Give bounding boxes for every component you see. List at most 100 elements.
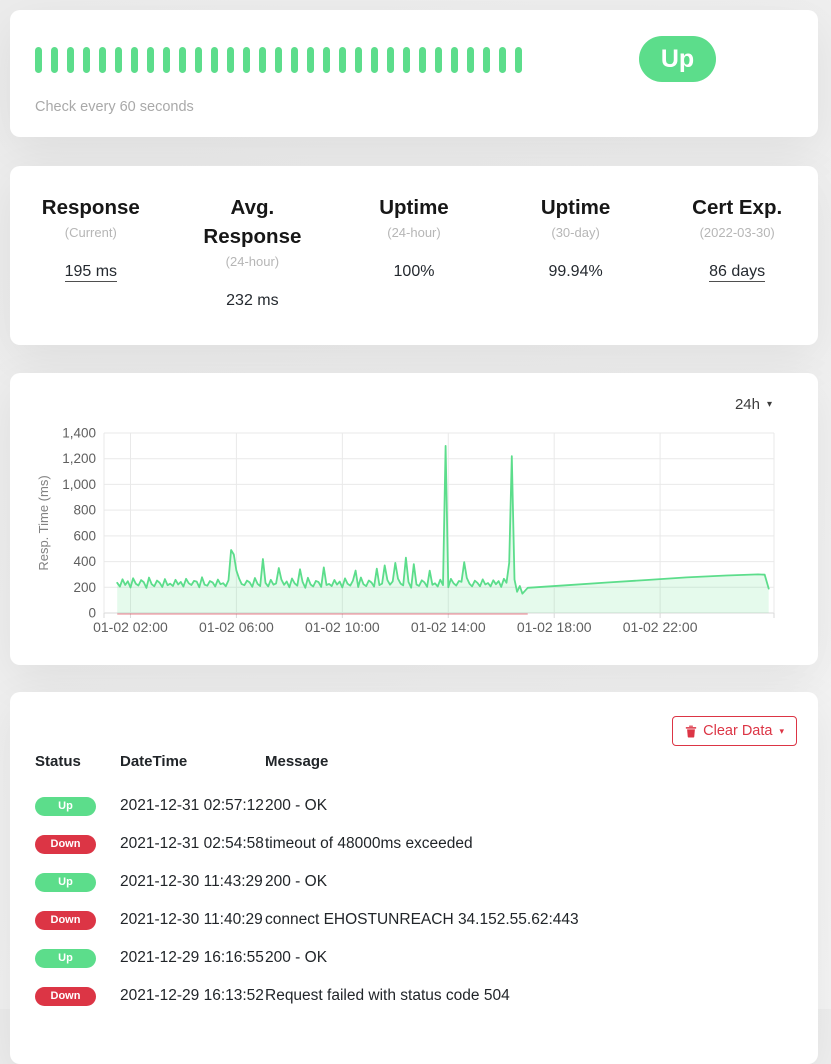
col-header-datetime: DateTime xyxy=(120,752,188,770)
stat-value: 232 ms xyxy=(172,292,334,310)
heartbeat-bar[interactable] xyxy=(51,47,58,73)
heartbeat-bar[interactable] xyxy=(67,47,74,73)
row-status-cell: Up xyxy=(35,948,120,968)
period-selector[interactable]: 24h ▾ xyxy=(735,396,772,413)
event-row: Down 2021-12-31 02:54:58 timeout of 4800… xyxy=(35,825,793,863)
heartbeat-bar[interactable] xyxy=(435,47,442,73)
stat-value-text: 100% xyxy=(393,263,435,280)
svg-text:01-02 10:00: 01-02 10:00 xyxy=(305,619,380,635)
clear-data-button[interactable]: Clear Data ▾ xyxy=(672,716,797,746)
event-row: Down 2021-12-30 11:40:29 connect EHOSTUN… xyxy=(35,901,793,939)
row-status-cell: Up xyxy=(35,796,120,816)
chart-card: 24h ▾ 0 200 400 600 800 1,000 1,200 1,400 01-02 … xyxy=(10,373,818,665)
stat-value-link[interactable]: 86 days xyxy=(709,263,766,282)
heartbeat-bar[interactable] xyxy=(99,47,106,73)
trash-icon xyxy=(685,725,697,737)
heartbeat-card: Check every 60 seconds Up xyxy=(10,10,818,137)
heartbeat-bar[interactable] xyxy=(355,47,362,73)
stats-card: Response (Current) 195 ms Avg. Response … xyxy=(10,166,818,345)
row-status-badge: Up xyxy=(35,796,96,816)
stat-cert-exp: Cert Exp. (2022-03-30) 86 days xyxy=(656,193,818,345)
stat-value-text: 99.94% xyxy=(548,263,603,280)
event-row: Up 2021-12-30 11:43:29 200 - OK xyxy=(35,863,793,901)
heartbeat-bar[interactable] xyxy=(291,47,298,73)
row-message: 200 - OK xyxy=(265,797,328,814)
heartbeat-bar[interactable] xyxy=(499,47,506,73)
heartbeat-bar[interactable] xyxy=(163,47,170,73)
period-label: 24h xyxy=(734,396,760,413)
y-axis-title: Resp. Time (ms) xyxy=(36,475,51,570)
col-header-status: Status xyxy=(35,752,81,770)
stat-value: 99.94% xyxy=(495,263,657,281)
heartbeat-bar[interactable] xyxy=(451,47,458,73)
svg-text:01-02 06:00: 01-02 06:00 xyxy=(199,619,274,635)
heartbeat-bar[interactable] xyxy=(483,47,490,73)
stat-response-current: Response (Current) 195 ms xyxy=(10,193,172,345)
svg-text:200: 200 xyxy=(73,580,96,595)
heartbeat-bar[interactable] xyxy=(131,47,138,73)
row-message: 200 - OK xyxy=(265,873,328,890)
stat-subtitle: (24-hour) xyxy=(387,225,441,240)
row-datetime: 2021-12-29 16:13:52 xyxy=(120,987,264,1004)
stat-subtitle: (30-day) xyxy=(551,225,600,240)
row-message: connect EHOSTUNREACH 34.152.55.62:443 xyxy=(265,911,579,928)
row-status-cell: Down xyxy=(35,986,120,1006)
heartbeat-bar[interactable] xyxy=(339,47,346,73)
stat-title: Uptime xyxy=(379,196,449,219)
row-status-badge: Up xyxy=(35,872,96,892)
row-status-cell: Down xyxy=(35,834,120,854)
heartbeat-bar[interactable] xyxy=(419,47,426,73)
svg-text:1,400: 1,400 xyxy=(62,426,96,441)
heartbeat-bar[interactable] xyxy=(243,47,250,73)
response-time-chart[interactable]: 0 200 400 600 800 1,000 1,200 1,400 01-02 02:00 0… xyxy=(10,373,818,665)
heartbeat-bar[interactable] xyxy=(35,47,42,73)
heartbeat-bar[interactable] xyxy=(307,47,314,73)
col-header-message: Message xyxy=(265,752,329,770)
stat-title: Response xyxy=(41,196,140,219)
events-table-body: Up 2021-12-31 02:57:12 200 - OK Down 202… xyxy=(35,787,793,1015)
row-datetime: 2021-12-29 16:16:55 xyxy=(120,949,264,966)
events-card: Clear Data ▾ Status DateTime Message Up … xyxy=(10,692,818,1064)
svg-text:400: 400 xyxy=(73,554,96,569)
heartbeat-bar[interactable] xyxy=(467,47,474,73)
svg-text:01-02 18:00: 01-02 18:00 xyxy=(517,619,592,635)
heartbeat-bar[interactable] xyxy=(179,47,186,73)
stat-title: Cert Exp. xyxy=(692,196,783,219)
heartbeat-bar[interactable] xyxy=(275,47,282,73)
svg-text:1,000: 1,000 xyxy=(62,477,96,492)
row-status-badge: Down xyxy=(35,986,96,1006)
row-message: timeout of 48000ms exceeded xyxy=(265,835,473,852)
heartbeat-bar[interactable] xyxy=(211,47,218,73)
svg-text:01-02 14:00: 01-02 14:00 xyxy=(411,619,486,635)
stat-value-text: 232 ms xyxy=(226,292,279,309)
heartbeat-bar[interactable] xyxy=(147,47,154,73)
row-datetime: 2021-12-30 11:43:29 xyxy=(120,873,263,890)
heartbeat-bar[interactable] xyxy=(195,47,202,73)
row-status-cell: Up xyxy=(35,872,120,892)
heartbeat-bar[interactable] xyxy=(371,47,378,73)
heartbeat-bar[interactable] xyxy=(403,47,410,73)
row-status-badge: Down xyxy=(35,834,96,854)
stat-uptime-24h: Uptime (24-hour) 100% xyxy=(333,193,495,345)
event-row: Down 2021-12-29 16:13:52 Request failed … xyxy=(35,977,793,1015)
heartbeat-bar[interactable] xyxy=(515,47,522,73)
heartbeat-bar[interactable] xyxy=(115,47,122,73)
row-datetime: 2021-12-30 11:40:29 xyxy=(120,911,263,928)
event-row: Up 2021-12-29 16:16:55 200 - OK xyxy=(35,939,793,977)
heartbeat-bar[interactable] xyxy=(323,47,330,73)
heartbeat-bar[interactable] xyxy=(83,47,90,73)
heartbeat-bar[interactable] xyxy=(227,47,234,73)
heartbeat-bar[interactable] xyxy=(387,47,394,73)
check-interval-text: Check every 60 seconds xyxy=(35,99,194,115)
stat-title: Uptime xyxy=(540,196,611,219)
svg-text:600: 600 xyxy=(73,528,96,543)
stat-subtitle: (Current) xyxy=(64,225,117,240)
chart-axis-labels: 0 200 400 600 800 1,000 1,200 1,400 01-02 02:00 0… xyxy=(62,426,698,636)
series-line xyxy=(116,445,770,595)
heartbeat-bar-row xyxy=(35,47,522,73)
stat-value-link[interactable]: 195 ms xyxy=(64,263,118,282)
heartbeat-bar[interactable] xyxy=(259,47,266,73)
monitor-status-badge: Up xyxy=(639,36,716,82)
svg-text:0: 0 xyxy=(88,606,96,621)
svg-text:800: 800 xyxy=(73,503,96,518)
